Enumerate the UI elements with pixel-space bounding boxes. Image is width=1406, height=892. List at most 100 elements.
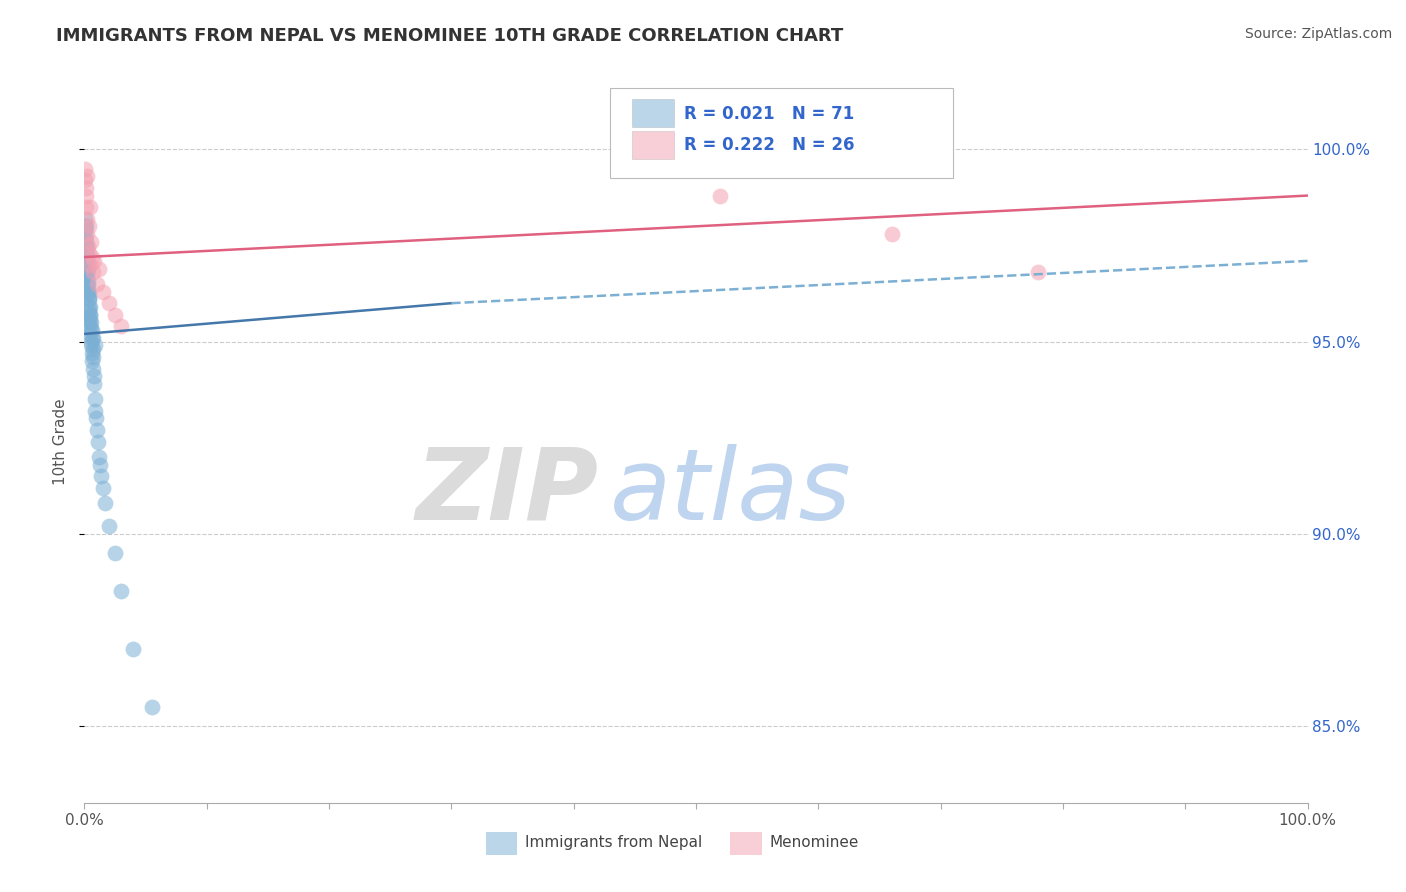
Point (75, 235, 97, 249)
Point (77, 293, 100, 307)
Point (73, 227, 96, 241)
Point (83, 338, 105, 352)
Point (75, 200, 97, 214)
Point (75, 265, 97, 279)
Point (91, 285, 114, 299)
Point (76, 243, 98, 257)
Text: atlas: atlas (610, 443, 852, 541)
Point (82, 343, 104, 357)
FancyBboxPatch shape (485, 831, 517, 855)
Point (77, 304, 100, 318)
Point (77, 238, 100, 252)
Point (77, 219, 100, 234)
Point (75, 231, 97, 245)
Point (76, 211, 98, 226)
FancyBboxPatch shape (633, 131, 673, 159)
Point (77, 293, 100, 307)
Point (75, 219, 97, 234)
Point (80, 250, 103, 264)
Point (79, 258, 101, 272)
Point (87, 261, 110, 276)
Point (110, 584, 132, 599)
Point (104, 546, 127, 560)
Point (80, 323, 103, 337)
Text: Immigrants from Nepal: Immigrants from Nepal (524, 835, 702, 850)
Point (83, 376, 105, 391)
Point (76, 277, 98, 291)
Point (77, 311, 100, 326)
Point (86, 277, 108, 291)
Point (80, 334, 103, 349)
Point (73, 250, 96, 264)
Point (86, 423, 108, 437)
Point (73, 211, 96, 226)
Point (73, 161, 96, 176)
Point (79, 200, 101, 214)
Point (76, 261, 98, 276)
Point (76, 250, 98, 264)
Text: Menominee: Menominee (769, 835, 859, 850)
Point (84, 411, 107, 425)
Text: ZIP: ZIP (415, 443, 598, 541)
Point (77, 288, 100, 302)
Text: R = 0.021   N = 71: R = 0.021 N = 71 (683, 104, 853, 122)
Point (110, 319, 132, 334)
Point (79, 308, 101, 322)
Point (80, 323, 103, 337)
Point (82, 350, 104, 364)
Point (79, 308, 101, 322)
Text: IMMIGRANTS FROM NEPAL VS MENOMINEE 10TH GRADE CORRELATION CHART: IMMIGRANTS FROM NEPAL VS MENOMINEE 10TH … (56, 27, 844, 45)
FancyBboxPatch shape (633, 99, 673, 128)
Point (80, 235, 103, 249)
Point (80, 331, 103, 345)
Point (77, 261, 100, 276)
Point (80, 338, 103, 352)
Point (82, 361, 104, 376)
Point (1028, 265, 1050, 279)
Point (76, 253, 98, 268)
Point (80, 346, 103, 360)
Point (880, 227, 903, 241)
Point (77, 246, 100, 260)
Point (76, 273, 98, 287)
Point (75, 246, 97, 260)
Point (82, 265, 104, 279)
Point (82, 331, 104, 345)
Text: Source: ZipAtlas.com: Source: ZipAtlas.com (1244, 27, 1392, 41)
Point (80, 315, 103, 329)
Point (75, 181, 97, 195)
Y-axis label: 10th Grade: 10th Grade (52, 398, 67, 485)
Point (75, 238, 97, 252)
Point (76, 227, 98, 241)
Point (79, 326, 101, 341)
Point (79, 319, 101, 334)
Point (76, 277, 98, 291)
FancyBboxPatch shape (610, 87, 953, 178)
Point (122, 642, 145, 657)
Point (75, 246, 97, 260)
Point (91, 481, 114, 495)
Point (77, 285, 100, 299)
Point (97, 519, 120, 533)
Point (709, 188, 731, 202)
Point (77, 285, 100, 299)
Point (76, 269, 98, 284)
Point (75, 173, 97, 187)
Point (94, 496, 117, 510)
Point (76, 169, 98, 184)
Point (75, 253, 97, 268)
Point (87, 450, 110, 464)
Point (89, 458, 111, 472)
Point (97, 296, 120, 310)
Point (75, 188, 97, 202)
Point (83, 392, 105, 407)
Point (84, 404, 107, 418)
FancyBboxPatch shape (730, 831, 762, 855)
Point (75, 223, 97, 237)
Point (82, 354, 104, 368)
Point (76, 258, 98, 272)
Point (79, 300, 101, 314)
Point (104, 308, 127, 322)
Point (75, 258, 97, 272)
Point (83, 369, 105, 384)
